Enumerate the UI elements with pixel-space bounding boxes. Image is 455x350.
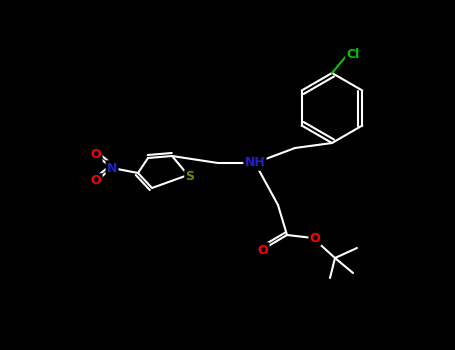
Text: O: O (91, 148, 101, 161)
Text: O: O (91, 175, 101, 188)
Text: Cl: Cl (346, 49, 359, 62)
Text: O: O (258, 244, 268, 257)
Text: O: O (310, 231, 320, 245)
Text: NH: NH (245, 156, 265, 169)
Text: N: N (107, 161, 117, 175)
Text: S: S (186, 170, 194, 183)
